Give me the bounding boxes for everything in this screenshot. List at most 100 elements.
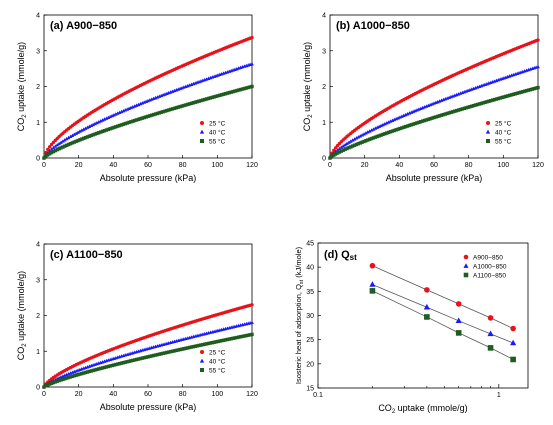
- data-point: [375, 134, 379, 139]
- x-tick-label: 20: [361, 162, 369, 169]
- x-axis-label: Absolute pressure (kPa): [386, 173, 483, 183]
- data-point: [134, 118, 139, 122]
- data-point: [81, 127, 86, 131]
- x-tick-label: 80: [179, 162, 187, 169]
- data-point: [59, 140, 63, 144]
- data-point: [119, 361, 124, 365]
- data-point: [85, 370, 90, 374]
- data-point: [42, 156, 46, 160]
- data-point: [102, 117, 107, 121]
- x-tick-label: 0: [42, 162, 46, 169]
- data-point: [352, 137, 357, 141]
- legend-marker: [200, 368, 204, 372]
- data-point: [454, 108, 459, 113]
- data-point: [157, 111, 162, 115]
- data-point: [333, 146, 338, 150]
- x-tick-label: 20: [75, 162, 83, 169]
- data-point: [333, 152, 338, 156]
- data-point: [68, 141, 73, 146]
- data-point: [195, 344, 199, 348]
- data-point: [487, 330, 494, 337]
- data-point: [148, 114, 152, 118]
- data-point: [151, 112, 156, 117]
- data-point: [68, 375, 73, 379]
- data-point: [178, 347, 182, 352]
- data-point: [341, 144, 346, 148]
- data-point: [350, 138, 355, 142]
- data-point: [371, 127, 376, 131]
- data-point: [235, 335, 239, 340]
- data-point: [382, 121, 387, 126]
- y-tick-label: 0: [36, 385, 40, 392]
- data-point: [356, 135, 361, 139]
- data-point: [379, 123, 383, 128]
- data-point: [121, 360, 126, 365]
- y-tick-label: 3: [36, 48, 40, 55]
- y-tick-label: 1: [322, 120, 326, 127]
- data-point: [155, 352, 160, 357]
- data-point: [400, 126, 404, 130]
- data-point: [227, 90, 232, 95]
- data-point: [146, 114, 150, 119]
- data-point: [451, 110, 455, 114]
- data-point: [250, 84, 254, 89]
- data-point: [153, 112, 158, 116]
- y-tick-label: 2: [322, 84, 326, 91]
- data-point: [384, 121, 389, 125]
- data-point: [102, 129, 107, 133]
- y-tick-label: 4: [36, 13, 40, 20]
- legend-marker: [463, 254, 469, 260]
- data-point: [93, 368, 97, 372]
- data-point: [136, 357, 141, 361]
- data-point: [468, 105, 472, 109]
- data-point: [112, 125, 116, 130]
- x-tick-label: 40: [109, 391, 117, 398]
- series-triangle: [42, 320, 254, 389]
- data-point: [354, 142, 359, 147]
- data-point: [55, 147, 59, 152]
- y-tick-label: 15: [306, 386, 314, 393]
- data-point: [432, 115, 436, 120]
- x-tick-label: 0: [328, 162, 332, 169]
- data-point: [57, 141, 61, 146]
- data-point: [89, 123, 94, 128]
- data-point: [80, 137, 84, 141]
- data-point: [526, 88, 531, 92]
- data-point: [225, 91, 230, 95]
- data-point: [227, 337, 232, 341]
- data-point: [441, 112, 446, 117]
- data-point: [78, 372, 82, 376]
- data-point: [91, 368, 95, 373]
- y-tick-label: 3: [36, 277, 40, 284]
- data-point: [479, 101, 483, 106]
- series-square: [42, 332, 254, 389]
- data-point: [229, 336, 233, 341]
- data-point: [53, 380, 58, 384]
- legend-label: 55 °C: [209, 367, 226, 375]
- data-point: [168, 349, 173, 354]
- panel-title: (d) Qst: [324, 249, 357, 262]
- data-point: [403, 124, 408, 129]
- y-axis-label: CO2 uptake (mmole/g): [16, 271, 28, 360]
- panel-b: 0 20 40 60 80 100 120 0 1 2 3 4 (b) A1000−850 Absolut…: [302, 13, 544, 184]
- data-point: [47, 382, 52, 386]
- data-point: [360, 133, 365, 137]
- data-point: [354, 136, 359, 140]
- data-point: [349, 145, 353, 149]
- panel-d: 0.1 1 15 20 25 30 35 40 45 (d) Qst CO2 uptake (mmo…: [294, 241, 529, 415]
- data-point: [458, 107, 463, 112]
- data-point: [167, 350, 171, 354]
- data-point: [142, 355, 146, 360]
- data-point: [201, 342, 205, 347]
- data-point: [375, 125, 380, 129]
- data-point: [133, 358, 137, 362]
- legend-marker: [486, 121, 490, 125]
- data-point: [343, 147, 347, 152]
- data-point: [443, 112, 448, 116]
- data-point: [345, 146, 349, 151]
- data-point: [356, 141, 361, 146]
- data-point: [250, 332, 254, 337]
- legend-label: 25 °C: [209, 349, 226, 357]
- data-point: [76, 372, 80, 377]
- data-point: [424, 118, 429, 122]
